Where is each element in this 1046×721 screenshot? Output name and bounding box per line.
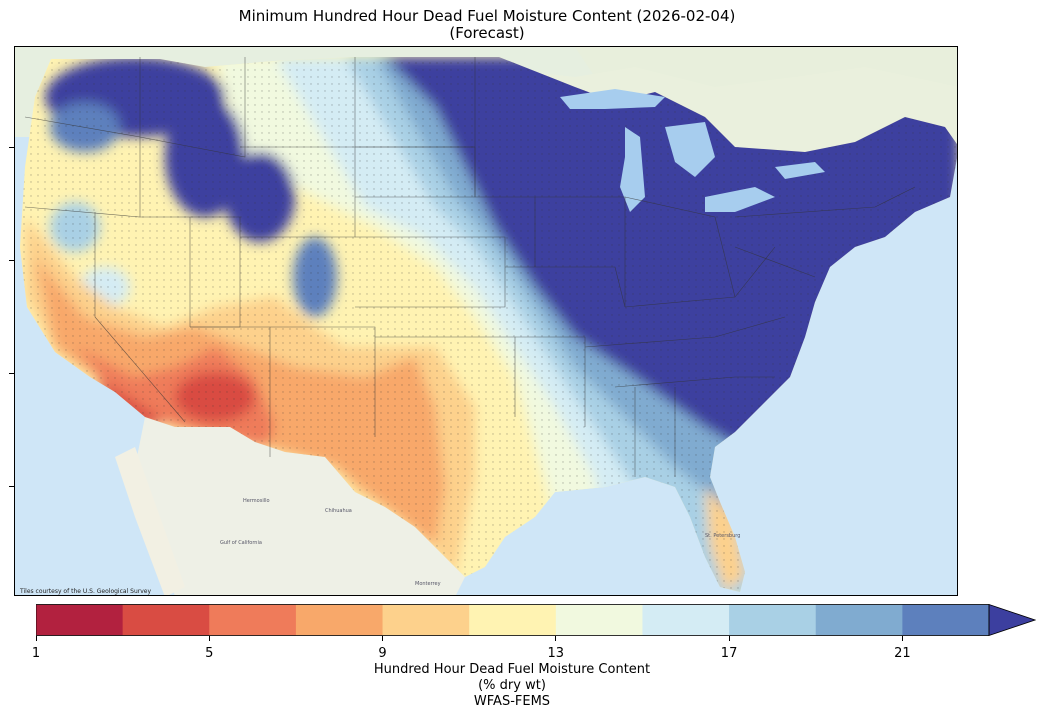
svg-text:Hermosillo: Hermosillo <box>243 498 270 504</box>
colorbar-border <box>36 604 990 636</box>
tile-credit: Tiles courtesy of the U.S. Geological Su… <box>19 588 151 595</box>
svg-text:Chihuahua: Chihuahua <box>325 508 352 514</box>
colorbar-bin <box>642 604 730 636</box>
map-panel[interactable]: Hermosillo Chihuahua Gulf of California … <box>14 46 958 596</box>
tile-labels: Hermosillo Chihuahua Gulf of California … <box>220 498 740 587</box>
colorbar-bin <box>36 604 124 636</box>
moisture-layer <box>20 57 957 592</box>
svg-text:Gulf of California: Gulf of California <box>220 540 262 546</box>
title-line-2: (Forecast) <box>449 24 525 42</box>
colorbar-bins <box>36 604 1036 637</box>
colorbar-tick-mark <box>555 636 557 641</box>
caption-line-1: Hundred Hour Dead Fuel Moisture Content <box>373 662 651 677</box>
colorbar-tick-label: 13 <box>547 646 565 661</box>
lake-huron <box>665 122 715 177</box>
colorbar-bin <box>902 604 990 636</box>
mexico-land <box>135 417 465 595</box>
lake-superior <box>560 89 665 109</box>
map-title: Minimum Hundred Hour Dead Fuel Moisture … <box>0 8 974 42</box>
colorbar-bin <box>295 604 384 636</box>
colorbar-bin <box>555 604 643 636</box>
colorbar-caption: Hundred Hour Dead Fuel Moisture Content … <box>0 662 1024 710</box>
canada-land <box>485 67 957 152</box>
y-axis-tick <box>9 260 14 261</box>
colorbar <box>36 604 1036 637</box>
colorbar-tick-label: 9 <box>378 646 387 661</box>
colorbar-bin <box>122 604 210 636</box>
y-axis-tick <box>9 147 14 148</box>
colorbar-bin <box>729 604 817 636</box>
colorbar-bin <box>382 604 470 636</box>
state-borders <box>24 57 916 477</box>
lake-michigan <box>620 127 645 212</box>
moisture-map: Hermosillo Chihuahua Gulf of California … <box>15 47 957 595</box>
caption-line-2: (% dry wt) <box>478 678 546 693</box>
colorbar-bin <box>469 604 557 636</box>
colorbar-bin <box>815 604 903 636</box>
title-line-1: Minimum Hundred Hour Dead Fuel Moisture … <box>238 7 736 25</box>
lake-ontario <box>775 162 825 179</box>
svg-text:St. Petersburg: St. Petersburg <box>705 533 740 539</box>
colorbar-tick-label: 5 <box>205 646 214 661</box>
colorbar-tick-mark <box>728 636 730 641</box>
colorbar-extend-arrow <box>988 604 1036 637</box>
y-axis-tick <box>9 373 14 374</box>
lake-erie <box>705 187 775 212</box>
colorbar-tick-mark <box>208 636 210 641</box>
colorbar-tick-mark <box>35 636 37 641</box>
colorbar-tick-label: 21 <box>894 646 911 661</box>
caption-line-3: WFAS-FEMS <box>473 694 551 709</box>
colorbar-tick-label: 17 <box>720 646 738 661</box>
colorbar-tick-label: 1 <box>31 646 41 661</box>
colorbar-tick-mark <box>901 636 903 641</box>
colorbar-tick-mark <box>382 636 384 641</box>
y-axis-tick <box>9 486 14 487</box>
svg-text:Monterrey: Monterrey <box>415 581 441 587</box>
colorbar-bin <box>209 604 297 636</box>
